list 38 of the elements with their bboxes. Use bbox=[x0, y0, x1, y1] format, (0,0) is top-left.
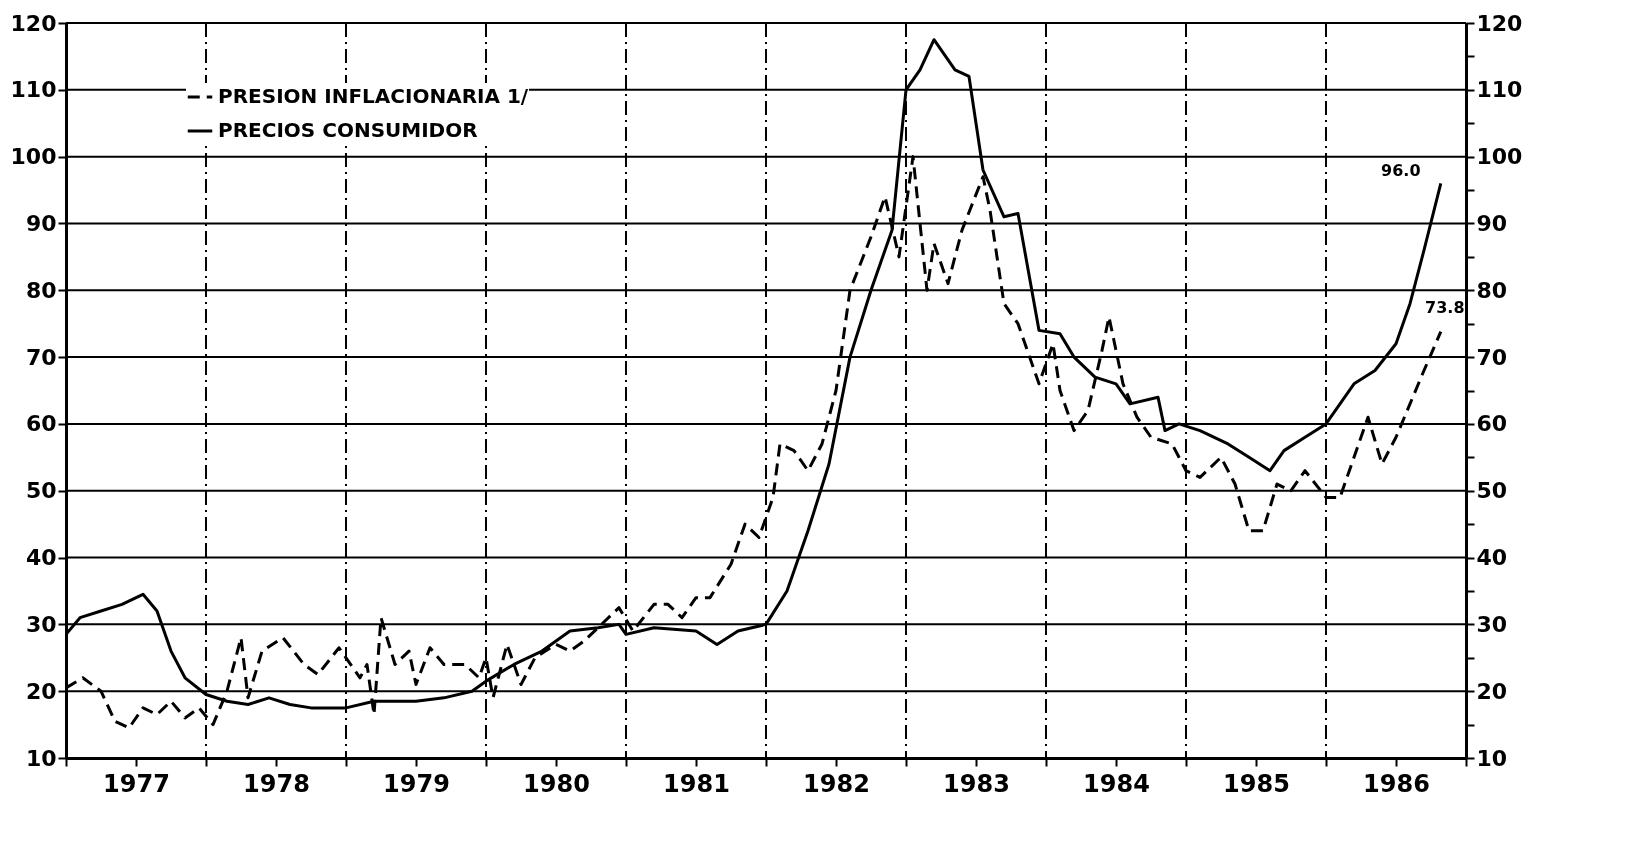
x-tick-label: 1984 bbox=[1083, 769, 1150, 798]
annotation: 96.0 bbox=[1381, 161, 1421, 181]
y-tick-label: 30 bbox=[25, 611, 57, 637]
y2-tick-label: 80 bbox=[1476, 277, 1508, 303]
x-tick-label: 1980 bbox=[523, 769, 590, 798]
x-tick-label: 1981 bbox=[663, 769, 730, 798]
y2-tick-label: 50 bbox=[1476, 478, 1508, 504]
legend-label: PRESION INFLACIONARIA 1/ bbox=[218, 84, 529, 108]
x-tick-label: 1979 bbox=[383, 769, 450, 798]
x-tick-label: 1977 bbox=[103, 769, 170, 798]
y2-tick-label: 70 bbox=[1476, 344, 1508, 370]
annotation: 73.8 bbox=[1425, 297, 1465, 317]
y2-tick-label: 10 bbox=[1476, 745, 1508, 771]
x-tick-label: 1985 bbox=[1223, 769, 1290, 798]
y-tick-label: 10 bbox=[25, 745, 57, 771]
x-tick-label: 1978 bbox=[243, 769, 310, 798]
y2-tick-label: 60 bbox=[1476, 411, 1508, 437]
y-tick-label: 80 bbox=[25, 277, 57, 303]
y2-tick-label: 20 bbox=[1476, 678, 1508, 704]
y-tick-label: 110 bbox=[10, 77, 57, 103]
y2-tick-label: 90 bbox=[1476, 210, 1508, 236]
y-tick-label: 90 bbox=[25, 210, 57, 236]
y-tick-label: 120 bbox=[10, 10, 57, 36]
y-tick-label: 50 bbox=[25, 478, 57, 504]
legend-label: PRECIOS CONSUMIDOR bbox=[218, 118, 478, 142]
y-tick-label: 100 bbox=[10, 144, 57, 170]
y-tick-label: 70 bbox=[25, 344, 57, 370]
y-tick-label: 40 bbox=[25, 545, 57, 571]
x-tick-label: 1983 bbox=[943, 769, 1010, 798]
y2-tick-label: 40 bbox=[1476, 545, 1508, 571]
y2-tick-label: 30 bbox=[1476, 611, 1508, 637]
x-tick-label: 1982 bbox=[803, 769, 870, 798]
y2-tick-label: 100 bbox=[1476, 144, 1523, 170]
x-tick-label: 1986 bbox=[1363, 769, 1430, 798]
y-tick-label: 20 bbox=[25, 678, 57, 704]
y2-tick-label: 110 bbox=[1476, 77, 1523, 103]
y-tick-label: 60 bbox=[25, 411, 57, 437]
y2-tick-label: 120 bbox=[1476, 10, 1523, 36]
